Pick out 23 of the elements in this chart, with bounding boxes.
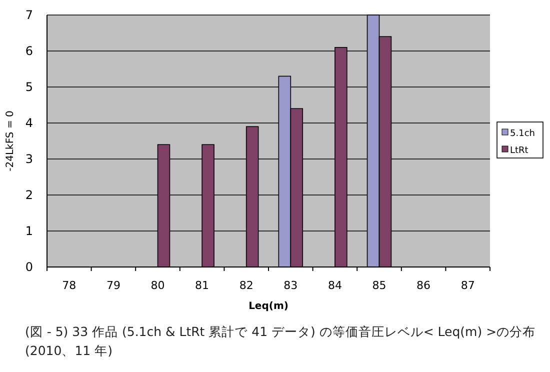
legend-label: 5.1ch: [510, 129, 535, 139]
text: (図 - 5) 33 作品 (5.1ch & LtRt 累計で 41 データ) の等価音圧レベル< Leq(m) >の分布 (2010、11 年): [25, 323, 537, 360]
x-tick-label: 86: [416, 278, 431, 292]
legend-label: LtRt: [510, 146, 529, 156]
y-tick-label: 0: [25, 260, 33, 274]
y-tick-label: 2: [25, 188, 33, 202]
x-tick-label: 82: [239, 278, 254, 292]
x-axis-title: Leq(m): [248, 301, 288, 312]
x-tick-label: 85: [372, 278, 386, 292]
x-tick-label: 81: [195, 278, 210, 292]
x-tick-label: 83: [284, 278, 298, 292]
y-axis-title: -24LkFS = 0: [5, 110, 16, 172]
y-tick-label: 3: [25, 152, 33, 166]
y-tick-label: 7: [25, 8, 33, 22]
y-tick-label: 4: [25, 116, 33, 130]
y-tick-label: 1: [25, 224, 33, 238]
x-tick-label: 87: [460, 278, 475, 292]
x-tick-label: 80: [150, 278, 165, 292]
x-tick-label: 79: [106, 278, 120, 292]
x-tick-label: 84: [328, 278, 342, 292]
x-tick-label: 78: [62, 278, 76, 292]
y-tick-label: 5: [25, 80, 33, 94]
y-tick-label: 6: [25, 44, 33, 58]
